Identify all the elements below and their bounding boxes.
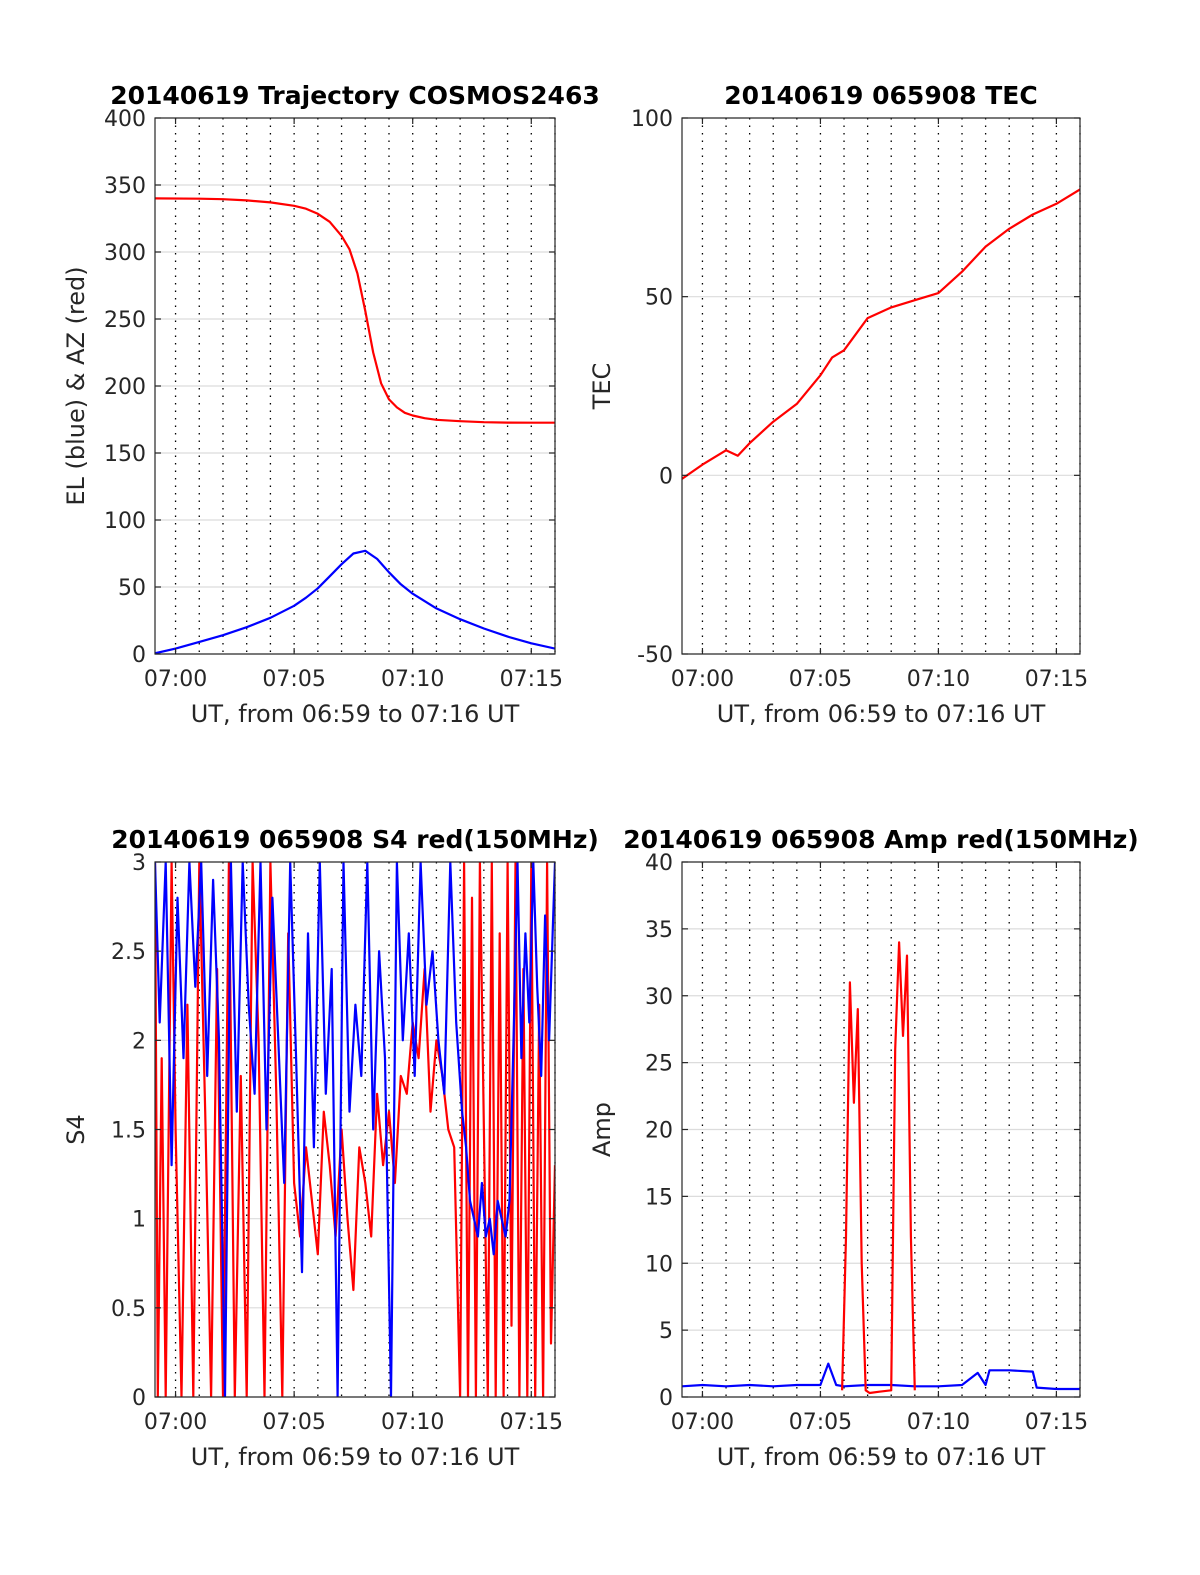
y-axis-label: EL (blue) & AZ (red)	[62, 266, 90, 505]
y-tick-label: -50	[637, 643, 673, 668]
y-axis-label: TEC	[588, 363, 616, 411]
y-tick-label: 200	[104, 375, 146, 400]
y-tick-label: 400	[104, 107, 146, 132]
y-tick-label: 25	[645, 1052, 673, 1077]
x-tick-label: 07:00	[671, 1410, 734, 1435]
y-tick-label: 10	[645, 1252, 673, 1277]
x-axis-label: UT, from 06:59 to 07:16 UT	[191, 700, 520, 728]
y-tick-label: 15	[645, 1185, 673, 1210]
x-tick-label: 07:00	[671, 667, 734, 692]
trajectory-series-1	[155, 549, 555, 654]
y-axis-label: Amp	[588, 1102, 616, 1157]
x-tick-label: 07:15	[1025, 667, 1088, 692]
y-tick-label: 100	[104, 509, 146, 534]
y-tick-label: 1	[132, 1208, 146, 1233]
trajectory-series-0	[155, 197, 555, 424]
s4-series-group	[155, 862, 555, 1397]
y-tick-label: 35	[645, 918, 673, 943]
chart-title: 20140619 065908 Amp red(150MHz)	[623, 825, 1139, 854]
y-tick-label: 0	[659, 1386, 673, 1411]
y-tick-label: 1.5	[111, 1119, 146, 1144]
x-tick-label: 07:00	[144, 667, 207, 692]
chart-title: 20140619 065908 S4 red(150MHz)	[111, 825, 599, 854]
trajectory-series-group	[155, 197, 555, 654]
x-tick-label: 07:05	[789, 1410, 852, 1435]
x-tick-label: 07:05	[262, 1410, 325, 1435]
y-tick-label: 20	[645, 1119, 673, 1144]
y-tick-label: 2	[132, 1029, 146, 1054]
y-tick-label: 100	[631, 107, 673, 132]
x-tick-label: 07:00	[144, 1410, 207, 1435]
x-tick-label: 07:10	[907, 667, 970, 692]
amp-series-1	[841, 941, 916, 1395]
axes-box	[681, 117, 1081, 655]
x-axis-label: UT, from 06:59 to 07:16 UT	[717, 700, 1046, 728]
x-tick-label: 07:10	[907, 1410, 970, 1435]
x-axis-label: UT, from 06:59 to 07:16 UT	[717, 1443, 1046, 1471]
x-tick-label: 07:15	[500, 667, 563, 692]
s4-series-1	[155, 862, 555, 1397]
y-tick-label: 0	[132, 643, 146, 668]
tec-series-group	[682, 188, 1080, 480]
y-tick-label: 50	[645, 286, 673, 311]
y-tick-label: 5	[659, 1319, 673, 1344]
y-tick-label: 300	[104, 241, 146, 266]
y-tick-label: 0	[659, 464, 673, 489]
amp-series-group	[682, 941, 1080, 1395]
chart-title: 20140619 Trajectory COSMOS2463	[110, 81, 600, 110]
s4-panel: 0 0.5 1 1.5 2 2.5 3 07:00 07:05 07:10 07:15 2014061…	[62, 825, 599, 1471]
x-tick-label: 07:10	[381, 667, 444, 692]
x-tick-label: 07:15	[1025, 1410, 1088, 1435]
tec-panel: -50 0 50 100 07:00 07:05 07:10 07:15 20140619 06…	[588, 81, 1088, 728]
x-axis-label: UT, from 06:59 to 07:16 UT	[191, 1443, 520, 1471]
y-axis-label: S4	[62, 1114, 90, 1145]
x-tick-label: 07:05	[789, 667, 852, 692]
y-tick-label: 50	[118, 576, 146, 601]
x-tick-label: 07:15	[500, 1410, 563, 1435]
s4-series-0	[155, 862, 555, 1397]
x-tick-label: 07:10	[381, 1410, 444, 1435]
y-tick-label: 3	[132, 851, 146, 876]
y-tick-label: 2.5	[111, 940, 146, 965]
y-tick-label: 0.5	[111, 1297, 146, 1322]
x-tick-label: 07:05	[262, 667, 325, 692]
tec-series-0	[682, 188, 1080, 480]
y-tick-label: 150	[104, 442, 146, 467]
chart-title: 20140619 065908 TEC	[724, 81, 1037, 110]
y-tick-label: 250	[104, 308, 146, 333]
y-tick-label: 0	[132, 1386, 146, 1411]
amp-series-0	[682, 1362, 1080, 1391]
amp-panel: 0 5 10 15 20 25 30 35 40 07:00 07:05 07:10 07:15 2014…	[588, 825, 1139, 1471]
trajectory-panel: 0 50 100 150 200 250 300 350 400 07:00 07:05 07:10 0…	[62, 81, 600, 728]
y-tick-label: 30	[645, 985, 673, 1010]
y-tick-label: 350	[104, 174, 146, 199]
y-tick-label: 40	[645, 851, 673, 876]
